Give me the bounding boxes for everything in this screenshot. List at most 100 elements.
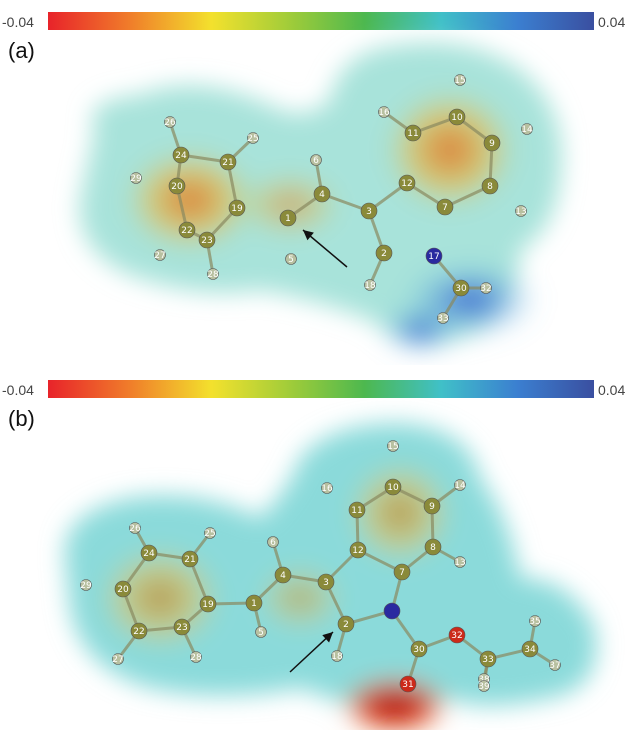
- atom-7: 7: [393, 563, 411, 581]
- atom-13: 13: [454, 556, 466, 568]
- atom-26: 26: [129, 522, 141, 534]
- arrow: [302, 229, 348, 268]
- atom-label: 12: [401, 179, 412, 189]
- atom-28: 28: [207, 268, 219, 280]
- atom-19: 19: [228, 199, 246, 217]
- atom-22: 22: [178, 221, 196, 239]
- atom-28: 28: [190, 651, 202, 663]
- atom-23: 23: [173, 618, 191, 636]
- atom-2: 2: [375, 244, 393, 262]
- atom-19: 19: [199, 595, 217, 613]
- atom-16: 16: [321, 482, 333, 494]
- atom-24: 24: [140, 544, 158, 562]
- scale-max-label: 0.04: [598, 382, 626, 398]
- atom-33: 33: [479, 650, 497, 668]
- atom-label: 18: [331, 652, 343, 662]
- arrow: [289, 631, 334, 673]
- atom-label: 6: [313, 156, 319, 166]
- atom-label: 17: [428, 252, 439, 262]
- arrow-head: [322, 632, 333, 643]
- atom-35: 35: [529, 615, 541, 627]
- atom-17: 17: [425, 247, 443, 265]
- atom-29: 29: [80, 579, 92, 591]
- atom-label: 15: [454, 76, 465, 86]
- atom-6: 6: [310, 154, 322, 166]
- atom-label: 23: [201, 236, 212, 246]
- atom-n: [383, 602, 401, 620]
- atom-5: 5: [285, 253, 297, 265]
- atom-label: 39: [478, 682, 490, 692]
- atom-33: 33: [437, 312, 449, 324]
- atom-label: 13: [454, 558, 465, 568]
- atom-2: 2: [337, 615, 355, 633]
- atom-label: 9: [489, 139, 495, 149]
- atom-label: 8: [487, 182, 493, 192]
- atom-12: 12: [349, 541, 367, 559]
- atom-1: 1: [245, 594, 263, 612]
- atom-label: 3: [323, 578, 329, 588]
- atom-label: 6: [270, 538, 276, 548]
- atom-26: 26: [164, 116, 176, 128]
- atom-label: 16: [321, 484, 333, 494]
- scale-min-label: -0.04: [2, 14, 34, 30]
- atom-15: 15: [387, 440, 399, 452]
- atom-label: 5: [258, 628, 264, 638]
- atom-32: 32: [448, 626, 466, 644]
- atom-9: 9: [483, 134, 501, 152]
- atom-label: 22: [133, 627, 144, 637]
- atom-label: 14: [454, 481, 466, 491]
- color-scale-bar: [48, 380, 594, 398]
- atom-3: 3: [317, 573, 335, 591]
- atom-label: 23: [176, 623, 187, 633]
- atom-1: 1: [279, 209, 297, 227]
- atom-label: 30: [413, 645, 425, 655]
- atom-label: 24: [143, 549, 155, 559]
- atom-14: 14: [521, 123, 533, 135]
- atom-10: 10: [448, 108, 466, 126]
- atom-3: 3: [360, 202, 378, 220]
- atom-label: 14: [521, 125, 533, 135]
- atom-31: 31: [399, 675, 417, 693]
- atom-8: 8: [424, 538, 442, 556]
- atom-label: 32: [451, 631, 462, 641]
- atom-27: 27: [112, 653, 124, 665]
- atom-label: 16: [378, 108, 390, 118]
- atom-21: 21: [181, 550, 199, 568]
- atom-7: 7: [436, 198, 454, 216]
- atom-16: 16: [378, 106, 390, 118]
- atom-30: 30: [410, 640, 428, 658]
- atom-18: 18: [364, 279, 376, 291]
- atom-label: 9: [429, 502, 435, 512]
- atom-label: 29: [130, 174, 142, 184]
- scale-max-label: 0.04: [598, 14, 626, 30]
- atom-9: 9: [423, 497, 441, 515]
- atom-15: 15: [454, 74, 466, 86]
- atom-label: 20: [171, 182, 183, 192]
- color-scale-bar: [48, 12, 594, 30]
- atom-5: 5: [255, 626, 267, 638]
- atom-label: 26: [164, 118, 176, 128]
- atom-label: 38: [478, 675, 490, 685]
- atom-label: 21: [184, 555, 195, 565]
- atom-label: 15: [387, 442, 398, 452]
- atom-label: 24: [175, 151, 187, 161]
- atom-11: 11: [348, 501, 366, 519]
- atom-24: 24: [172, 146, 190, 164]
- atom-39: 39: [478, 680, 490, 692]
- atom-37: 37: [549, 659, 561, 671]
- atom-label: 25: [247, 134, 258, 144]
- molecule-map: 1234567891011121314151617181920212223242…: [79, 42, 562, 355]
- atom-29: 29: [130, 172, 142, 184]
- atom-label: 5: [288, 255, 294, 265]
- atom-label: 2: [381, 249, 387, 259]
- atom-label: 7: [399, 568, 405, 578]
- bond: [321, 192, 370, 213]
- atom-label: 20: [117, 585, 129, 595]
- atom-label: 10: [451, 113, 463, 123]
- atom-18: 18: [331, 650, 343, 662]
- atom-label: 35: [529, 617, 540, 627]
- atom-label: 1: [285, 214, 291, 224]
- atom-4: 4: [274, 566, 292, 584]
